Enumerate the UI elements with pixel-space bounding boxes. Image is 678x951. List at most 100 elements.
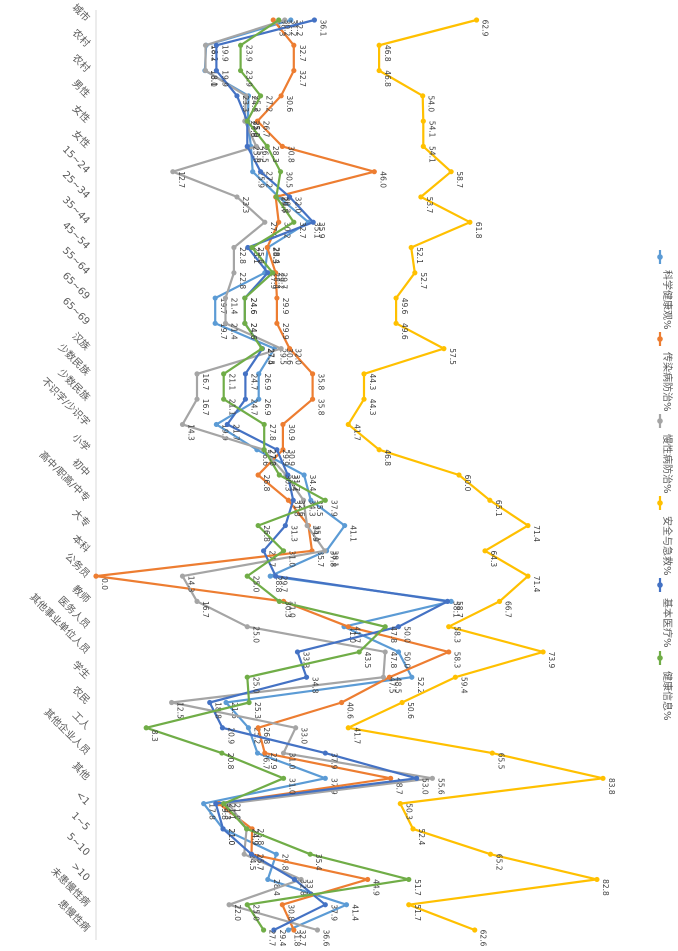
data-point	[255, 725, 261, 731]
category-label: 1~5	[69, 810, 92, 833]
data-label: 31.8	[292, 500, 301, 517]
data-point	[303, 674, 310, 680]
data-label: 25.9	[257, 171, 266, 188]
data-point	[301, 472, 307, 478]
data-label: 50.3	[404, 803, 413, 820]
data-label: 23.3	[241, 197, 250, 214]
data-point	[237, 67, 244, 74]
data-point	[311, 17, 318, 23]
data-label: 31.0	[288, 778, 297, 795]
data-point	[250, 169, 256, 175]
category-label: 城市	[70, 1, 93, 24]
data-label: 24.9	[251, 829, 260, 846]
data-point	[314, 927, 321, 933]
data-label: 35.4	[314, 854, 323, 871]
data-point	[201, 801, 207, 807]
data-point	[446, 624, 452, 630]
data-label: 50.6	[406, 702, 415, 719]
data-label: 21.4	[229, 323, 238, 340]
data-label: 21.1	[228, 803, 237, 820]
data-point	[376, 67, 382, 74]
data-point	[448, 169, 454, 175]
data-label: 55.6	[436, 778, 445, 795]
data-label: 19.7	[219, 323, 228, 340]
data-label: 52.2	[416, 677, 425, 694]
data-label: 29.9	[281, 323, 290, 340]
data-point	[525, 573, 531, 579]
data-label: 46.8	[383, 449, 392, 466]
category-labels: 城市农村农村男性女性女性15~2425~3435~4445~5455~6465~…	[27, 1, 93, 934]
data-label: 0.0	[100, 578, 109, 590]
category-label: 工人	[70, 709, 93, 732]
data-label: 47.8	[389, 652, 398, 669]
category-label: 小学	[70, 431, 93, 454]
data-label: 27.9	[269, 272, 278, 289]
data-label: 60.0	[463, 475, 472, 492]
data-label: 50.0	[403, 652, 412, 669]
data-point	[287, 194, 293, 200]
data-point	[213, 67, 219, 74]
category-label: 农村	[70, 51, 93, 74]
data-label: 24.7	[249, 399, 258, 416]
data-label: 37.9	[329, 500, 338, 517]
data-point	[224, 421, 230, 428]
data-label: 25.0	[251, 626, 260, 643]
legend-marker	[657, 336, 663, 342]
data-point	[298, 876, 304, 883]
data-point	[382, 649, 388, 655]
data-label: 12.5	[176, 702, 185, 719]
data-label: 21.1	[228, 399, 237, 416]
data-label: 37.9	[329, 753, 338, 770]
data-point	[376, 42, 382, 48]
data-point	[212, 295, 218, 301]
data-label: 54.0	[427, 95, 436, 112]
data-label: 34.9	[311, 525, 320, 542]
data-label: 41.7	[352, 424, 361, 441]
data-label: 41.1	[349, 525, 358, 542]
data-point	[290, 497, 296, 503]
data-label: 52.4	[417, 829, 426, 846]
data-point	[309, 371, 316, 377]
data-point	[399, 699, 405, 706]
data-point	[264, 244, 270, 251]
data-point	[274, 320, 280, 326]
data-label: 41.0	[348, 626, 357, 643]
data-point	[473, 17, 480, 23]
data-point	[294, 649, 301, 655]
data-label: 32.8	[298, 879, 307, 896]
data-point	[202, 67, 209, 74]
data-label: 29.9	[281, 449, 290, 466]
data-label: 19.9	[220, 45, 229, 62]
data-label: 24.7	[249, 374, 258, 391]
data-point	[322, 548, 328, 554]
data-label: 34.8	[311, 677, 320, 694]
data-label: 46.8	[383, 45, 392, 62]
data-label: 18.1	[210, 70, 219, 87]
data-point	[244, 118, 250, 124]
data-label: 46.8	[383, 70, 392, 87]
data-label: 64.3	[489, 550, 498, 567]
data-point	[356, 649, 362, 655]
data-point	[380, 674, 386, 680]
data-point	[264, 143, 270, 149]
data-point	[221, 801, 227, 807]
data-point	[207, 699, 213, 706]
data-point	[245, 244, 251, 251]
data-label: 34.4	[308, 475, 317, 492]
data-label: 32.0	[294, 197, 303, 214]
data-label: 26.8	[262, 727, 271, 744]
data-point	[257, 93, 264, 99]
data-point	[241, 851, 247, 857]
data-point	[291, 219, 297, 225]
legend-marker	[657, 582, 663, 588]
data-label: 21.9	[232, 803, 241, 820]
data-point	[276, 219, 282, 225]
data-point	[361, 371, 367, 377]
data-point	[393, 295, 399, 301]
data-point	[262, 750, 268, 756]
data-point	[441, 346, 447, 352]
data-point	[448, 598, 454, 604]
data-label: 32.7	[298, 45, 307, 62]
data-label: 18.0	[209, 70, 218, 87]
legend-label: 安全与急救%	[661, 516, 674, 576]
